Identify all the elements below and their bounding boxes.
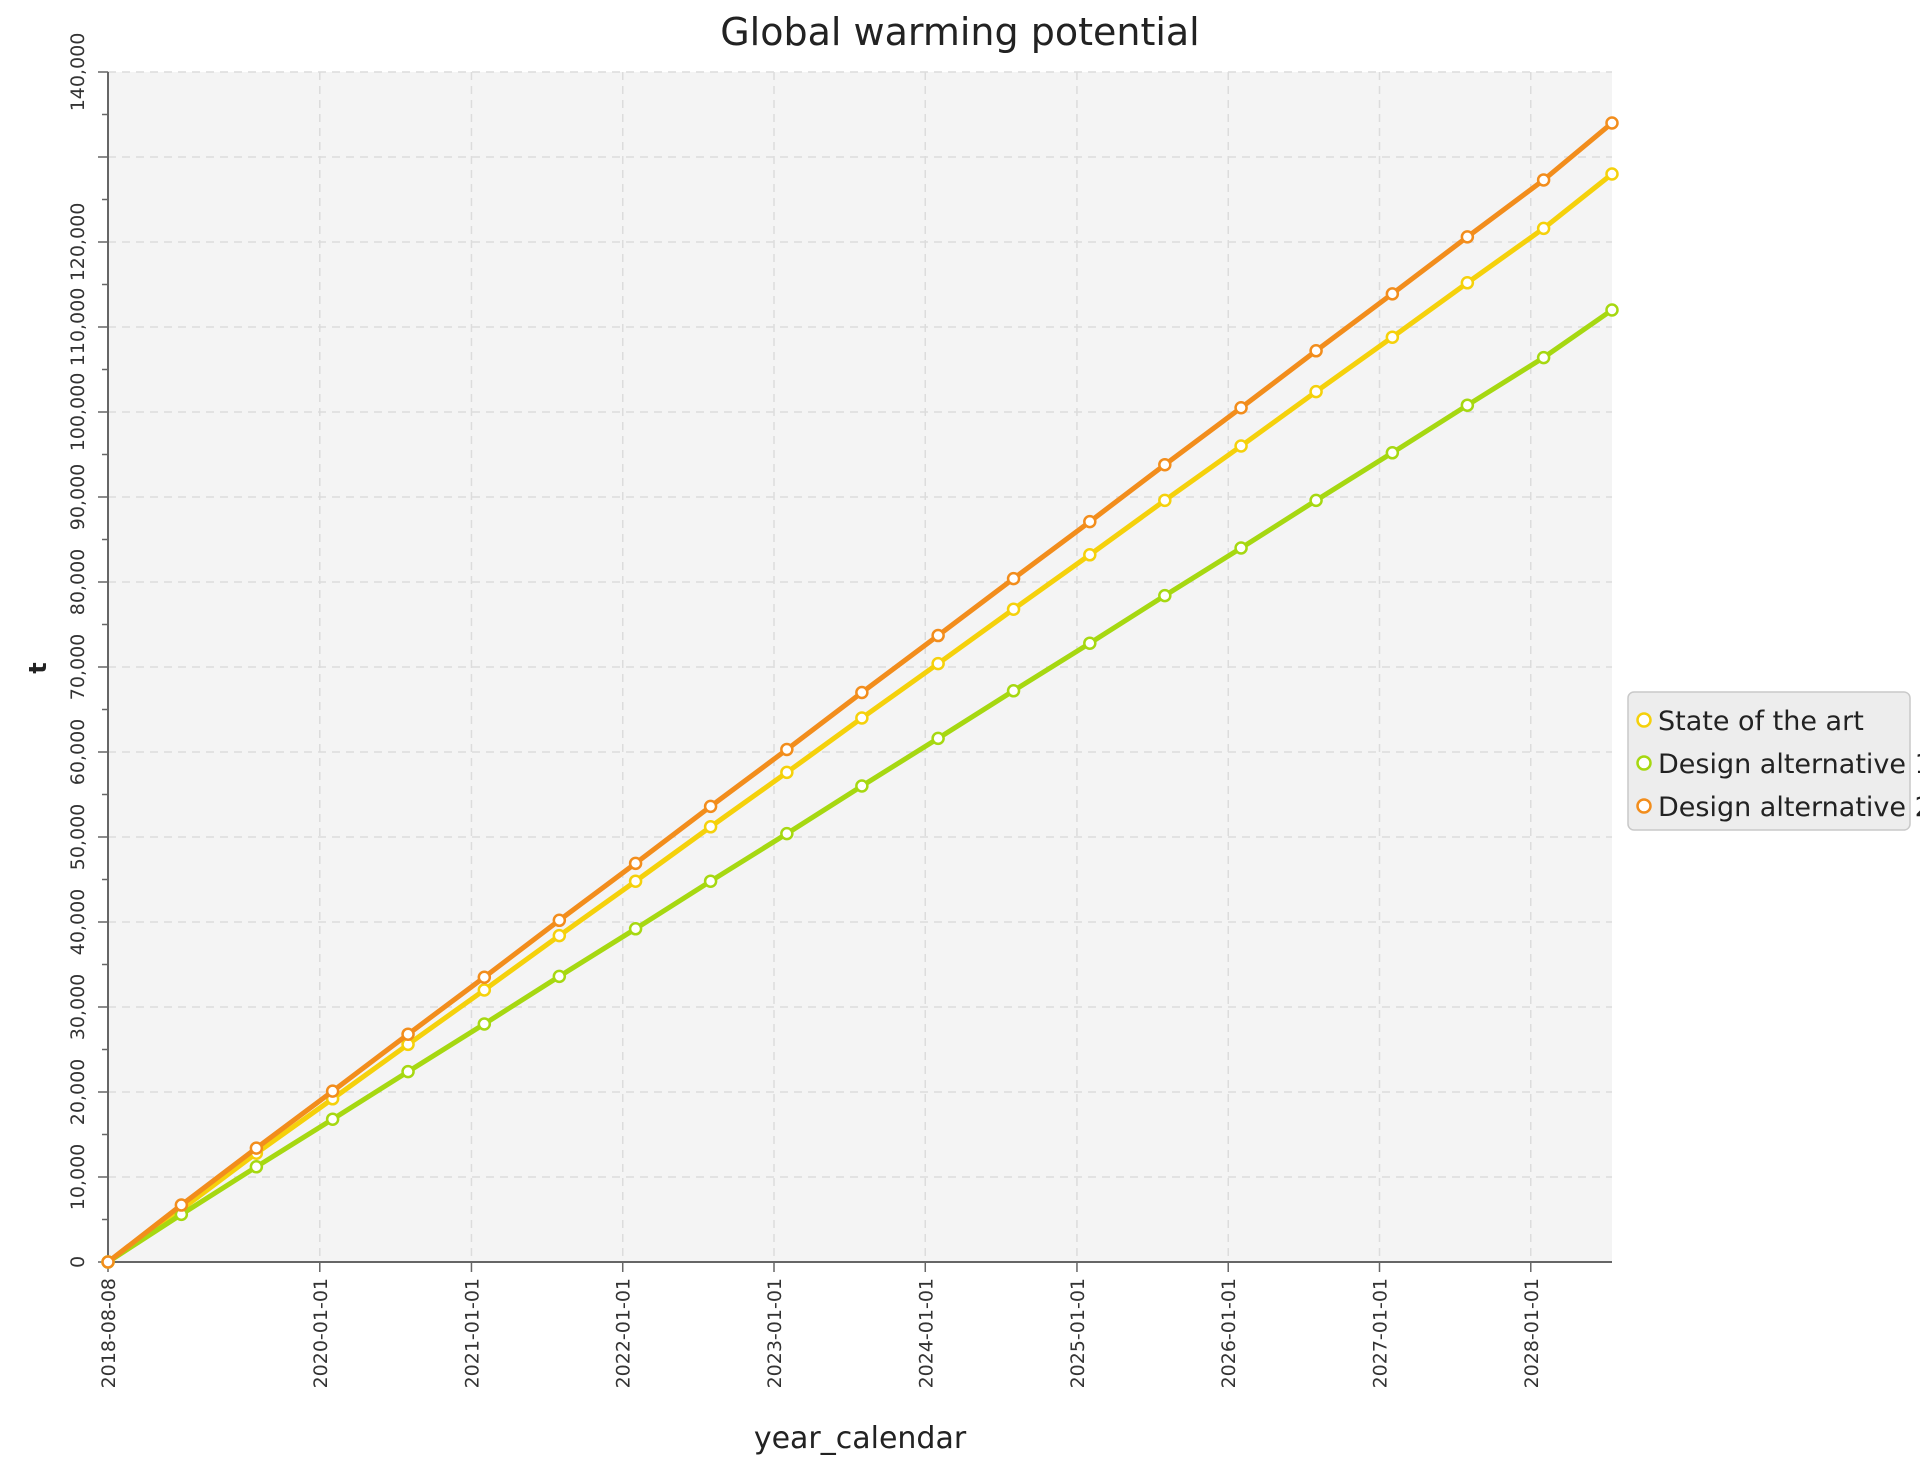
x-tick-label: 2022-01-01	[613, 1278, 635, 1388]
data-point	[628, 856, 643, 871]
y-tick-label: 10,000	[67, 1144, 89, 1210]
data-point	[325, 1084, 340, 1098]
legend-label: Design alternative 1	[1658, 749, 1920, 780]
data-point	[780, 826, 794, 841]
data-point	[325, 1112, 340, 1126]
data-point	[1536, 221, 1551, 236]
x-tick-label: 2027-01-01	[1369, 1278, 1391, 1388]
data-point	[552, 928, 567, 943]
data-point	[1309, 344, 1323, 358]
data-point	[1234, 541, 1248, 555]
data-point	[628, 874, 643, 888]
data-point	[174, 1198, 189, 1212]
data-point	[1158, 457, 1172, 472]
data-point	[931, 731, 945, 746]
x-tick-label: 2023-01-01	[764, 1278, 786, 1388]
legend-label: Design alternative 2	[1658, 792, 1920, 823]
x-tick-label: 2026-01-01	[1218, 1278, 1240, 1388]
y-tick-label: 20,000	[67, 1059, 89, 1125]
data-point	[477, 1017, 492, 1031]
data-point	[552, 913, 567, 928]
y-tick-label: 40,000	[67, 889, 89, 955]
legend-label: State of the art	[1658, 706, 1864, 737]
legend-box	[1627, 691, 1911, 831]
legend: State of the art Design alternative 1 Desi…	[1627, 691, 1920, 831]
data-point	[1460, 230, 1475, 244]
data-point	[1158, 588, 1172, 603]
data-point	[1083, 548, 1097, 562]
data-point	[703, 820, 718, 834]
data-point	[477, 983, 492, 997]
legend-marker	[1636, 712, 1652, 728]
data-point	[1536, 173, 1551, 187]
data-point	[703, 799, 718, 814]
data-point	[1006, 602, 1021, 616]
data-point	[1083, 514, 1097, 529]
data-point	[931, 656, 945, 671]
data-point	[249, 1141, 264, 1155]
data-point	[101, 1255, 115, 1269]
y-tick-label: 140,000	[67, 33, 89, 112]
data-point	[1385, 446, 1400, 460]
data-point	[1234, 401, 1248, 415]
data-point	[1158, 493, 1172, 508]
y-tick-label: 100,000	[67, 373, 89, 452]
data-point	[780, 742, 794, 757]
data-point	[401, 1064, 415, 1079]
data-point	[1460, 276, 1475, 290]
data-point	[1006, 684, 1021, 698]
data-point	[703, 874, 718, 888]
data-point	[1006, 571, 1021, 586]
y-tick-label: 80,000	[67, 549, 89, 615]
data-point	[1605, 167, 1619, 181]
data-point	[1309, 493, 1323, 508]
x-tick-label: 2024-01-01	[915, 1278, 937, 1388]
chart-title: Global warming potential	[720, 10, 1200, 54]
x-axis-label: year_calendar	[754, 1421, 967, 1456]
data-point	[1385, 330, 1400, 344]
x-tick-label: 2028-01-01	[1521, 1278, 1543, 1388]
data-point	[931, 628, 945, 643]
x-tick-label: 2018-08-08	[98, 1278, 120, 1388]
data-point	[1460, 398, 1475, 412]
data-point	[855, 779, 869, 793]
data-point	[780, 765, 794, 780]
data-point	[1309, 384, 1323, 399]
y-tick-label: 50,000	[67, 804, 89, 870]
data-point	[1083, 636, 1097, 650]
x-tick-label: 2020-01-01	[310, 1278, 332, 1388]
data-point	[1385, 287, 1400, 301]
y-tick-label: 60,000	[67, 719, 89, 785]
y-tick-label: 110,000	[67, 288, 89, 367]
data-point	[855, 711, 869, 725]
y-tick-label: 70,000	[67, 634, 89, 700]
data-point	[552, 969, 567, 984]
y-axis-label: t	[24, 662, 52, 673]
data-point	[1234, 439, 1248, 453]
data-point	[1536, 350, 1551, 365]
data-point	[1605, 116, 1619, 130]
data-point	[477, 970, 492, 984]
x-tick-label: 2025-01-01	[1067, 1278, 1089, 1388]
y-tick-label: 90,000	[67, 464, 89, 530]
data-point	[249, 1160, 264, 1174]
y-tick-label: 120,000	[67, 203, 89, 282]
data-point	[855, 685, 869, 700]
y-tick-label: 30,000	[67, 974, 89, 1040]
y-tick-label: 0	[67, 1256, 89, 1268]
x-tick-label: 2021-01-01	[461, 1278, 483, 1388]
legend-marker	[1636, 755, 1652, 771]
plot-area: 0 10,000 20,000 30,000 40,000 50,000 60,000 70,…	[67, 33, 1619, 1388]
data-point	[628, 922, 643, 936]
data-point	[1605, 303, 1619, 317]
legend-marker	[1636, 798, 1652, 814]
data-point	[401, 1027, 415, 1041]
